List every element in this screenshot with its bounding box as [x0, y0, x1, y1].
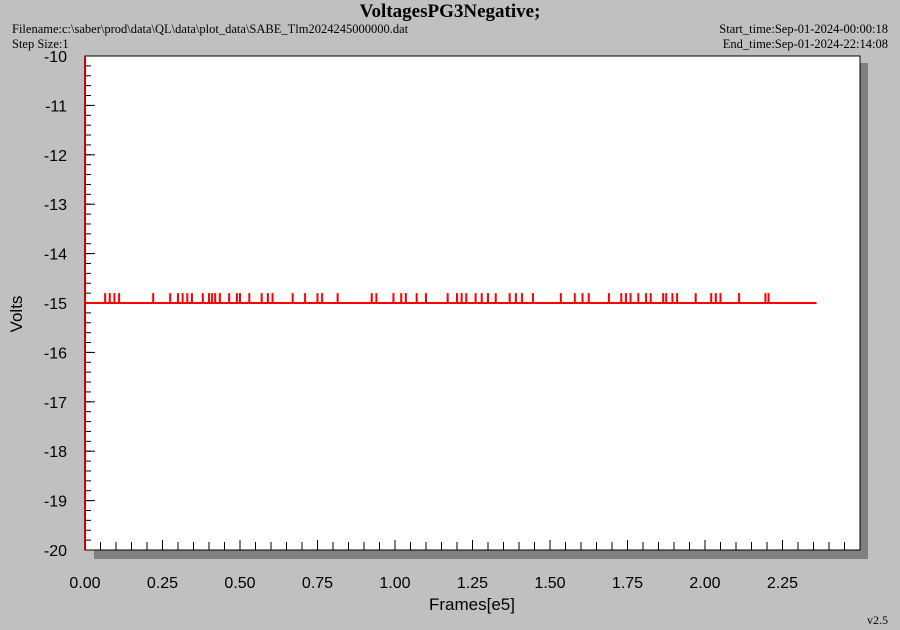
x-tick-label: 0.25 [147, 575, 178, 592]
y-axis: -10 -11 -12 -13 -14 -15 -16 -17 -18 -19 -20 [44, 49, 95, 560]
start-time-text: Start_time:Sep-01-2024-00:00:18 [719, 22, 888, 36]
x-tick-label: 1.25 [457, 575, 488, 592]
x-tick-label: 1.00 [379, 575, 410, 592]
y-tick-label: -16 [44, 345, 67, 362]
x-axis: 0.00 0.25 0.50 0.75 1.00 1.25 1.50 1.75 2.00 2.25 [69, 540, 861, 592]
x-tick-label: 2.25 [767, 575, 798, 592]
y-tick-label: -12 [44, 148, 67, 165]
filename-text: Filename:c:\saber\prod\data\QL\data\plot… [12, 22, 409, 36]
y-tick-label: -10 [44, 49, 67, 66]
time-info: Start_time:Sep-01-2024-00:00:18 End_time… [719, 22, 888, 52]
x-tick-label: 1.75 [612, 575, 643, 592]
file-info: Filename:c:\saber\prod\data\QL\data\plot… [12, 22, 408, 52]
version-label: v2.5 [867, 613, 888, 627]
y-tick-label: -13 [44, 197, 67, 214]
x-tick-label: 2.00 [689, 575, 720, 592]
y-tick-label: -17 [44, 395, 67, 412]
y-tick-label: -11 [45, 98, 67, 115]
chart-title: VoltagesPG3Negative; [359, 1, 541, 22]
x-tick-label: 1.50 [534, 575, 565, 592]
x-tick-label: 0.00 [69, 575, 100, 592]
y-tick-label: -19 [44, 494, 67, 511]
y-tick-label: -18 [44, 444, 67, 461]
series-layer [85, 293, 817, 304]
y-tick-label: -20 [44, 543, 67, 560]
step-size-text: Step Size:1 [12, 37, 69, 51]
end-time-text: End_time:Sep-01-2024-22:14:08 [722, 37, 888, 51]
y-tick-label: -14 [44, 247, 67, 264]
y-tick-label: -15 [44, 296, 67, 313]
x-axis-label: Frames[e5] [429, 595, 515, 614]
x-tick-label: 0.75 [302, 575, 333, 592]
y-axis-label: Volts [7, 296, 26, 333]
x-tick-label: 0.50 [224, 575, 255, 592]
